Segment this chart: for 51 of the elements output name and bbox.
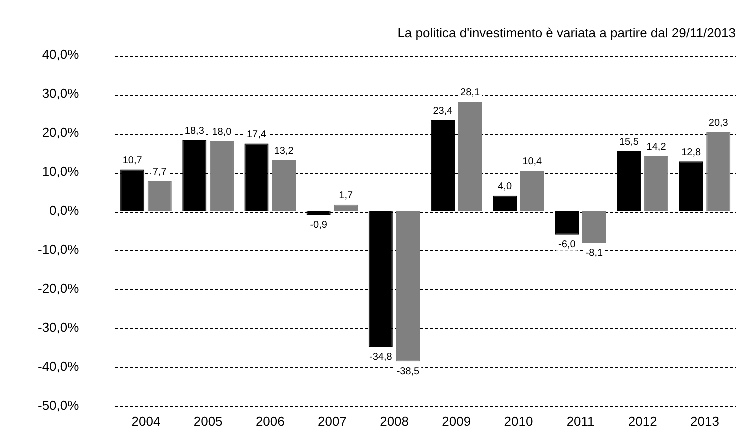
y-tick-label: 10,0% [42,164,80,180]
x-tick-label: 2008 [380,414,410,429]
data-label: -34,8 [370,352,393,363]
x-tick-label: 2010 [504,414,534,429]
bar [706,132,731,212]
data-label: 7,7 [152,167,168,178]
data-label: -0,9 [310,220,328,231]
y-tick-label: 30,0% [42,86,80,102]
y-tick-label: 0,0% [50,203,80,218]
data-label: 13,2 [274,146,294,157]
y-tick-label: 40,0% [42,47,80,62]
x-tick-label: 2011 [566,414,595,429]
data-label: -6,0 [558,240,576,251]
bar [644,156,669,212]
data-label: 14,2 [646,142,667,153]
data-label: -8,1 [586,248,604,259]
bar [272,160,296,212]
data-label: 20,3 [708,118,729,130]
data-label: 12,8 [682,147,702,158]
y-tick-label: -20,0% [38,281,80,296]
bar [396,212,420,362]
data-label: 4,0 [498,182,512,193]
y-tick-label: -10,0% [38,242,80,258]
x-tick-label: 2007 [318,414,347,429]
data-label: -38,5 [396,366,420,378]
bar [520,170,544,212]
x-tick-label: 2012 [628,414,658,429]
data-label: 23,4 [433,106,454,118]
x-tick-label: 2004 [132,414,161,429]
x-tick-label: 2006 [256,414,285,429]
data-label: 15,5 [619,136,640,148]
data-label: 17,4 [247,129,267,140]
x-tick-label: 2005 [194,414,223,429]
bar [458,102,482,212]
data-label: 10,7 [122,156,143,167]
y-tick-label: -30,0% [38,320,80,336]
bar [582,212,606,244]
y-tick-label: -50,0% [38,398,80,413]
x-tick-label: 2009 [442,414,472,429]
data-label: 28,1 [460,88,480,99]
bar [148,182,172,212]
x-tick-label: 2013 [690,414,720,429]
y-tick-label: 20,0% [42,125,80,140]
chart-title: La politica d'investimento è variata a partire dal 29/11/2013 [398,25,736,40]
bar [334,204,358,212]
data-label: 18,3 [184,126,205,137]
data-label: 10,4 [522,156,543,168]
data-label: 1,7 [339,190,354,202]
y-tick-label: -40,0% [38,359,80,374]
data-label: 18,0 [212,127,232,138]
bar [210,141,234,212]
